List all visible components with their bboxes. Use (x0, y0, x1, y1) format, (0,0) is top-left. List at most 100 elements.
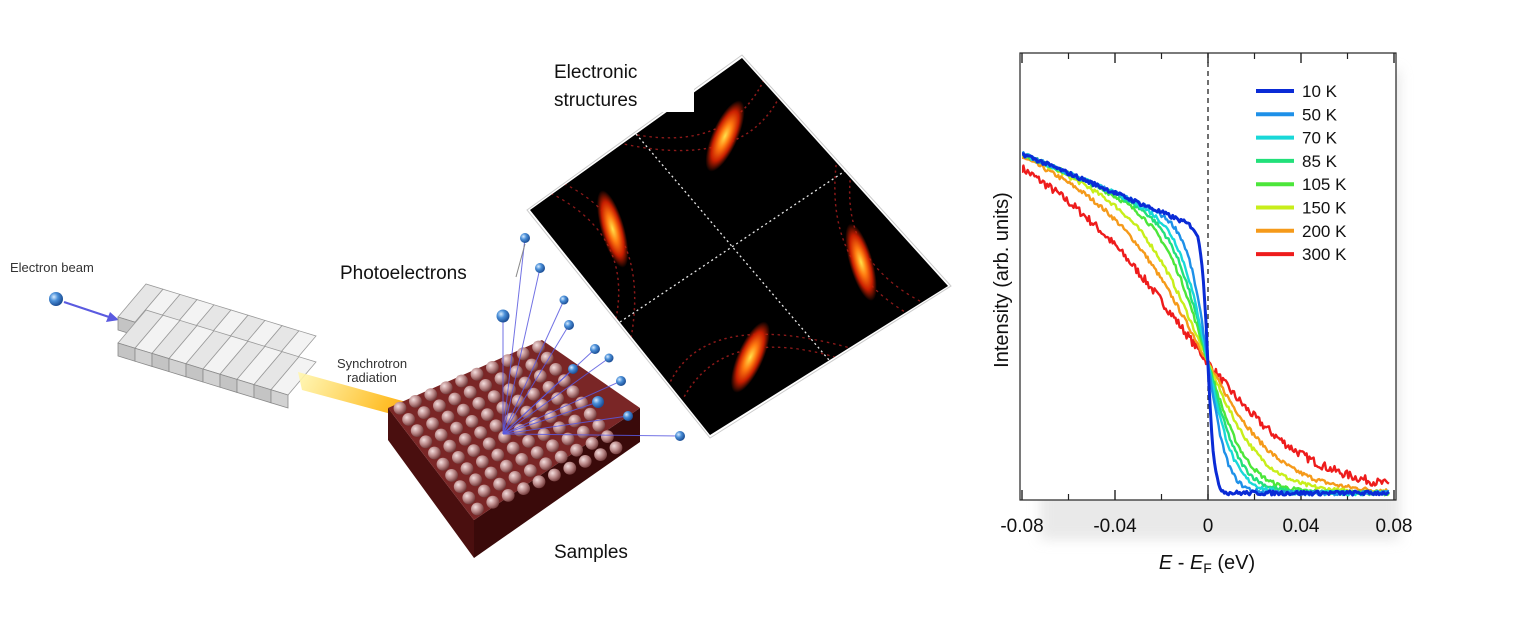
atom-sphere (553, 421, 566, 435)
samples-label: Samples (554, 542, 628, 563)
electronic-structure-map: Electronic structures (526, 54, 952, 439)
beam-arrow-head-icon (106, 312, 119, 322)
photoelectron-icon (559, 295, 569, 305)
legend-label-50k: 50 K (1302, 105, 1338, 124)
x-tick-label: 0.04 (1283, 516, 1320, 537)
atom-sphere (493, 477, 506, 491)
lower-magnet-front-9 (270, 389, 289, 409)
photoelectron-icon (564, 320, 574, 330)
photoelectron-icon (616, 376, 626, 386)
atom-sphere (443, 439, 457, 453)
atom-sphere (458, 433, 472, 446)
atom-sphere (501, 489, 515, 502)
photoelectron-trajectory (502, 433, 681, 437)
atom-sphere (508, 471, 522, 484)
x-axis-title-e: E (1159, 552, 1173, 574)
atom-sphere (471, 502, 484, 516)
photoelectron-icon (568, 364, 578, 374)
sample-group: Samples (388, 340, 640, 563)
x-tick-label: 0.08 (1376, 516, 1413, 537)
atom-sphere (428, 446, 441, 460)
atom-sphere (484, 466, 498, 480)
atom-sphere (494, 372, 508, 385)
atom-sphere (517, 482, 530, 495)
band-map-background (530, 58, 948, 435)
atom-sphere (463, 385, 477, 399)
legend-label-105k: 105 K (1302, 175, 1347, 194)
photoelectron-trajectory (502, 267, 541, 435)
atom-sphere (506, 441, 520, 455)
atom-sphere (609, 441, 623, 455)
atom-sphere (503, 383, 516, 397)
photoelectron-icon (592, 396, 604, 408)
photoelectron-trajectory (502, 237, 526, 435)
electron-beam-label: Electron beam (10, 260, 94, 275)
edc-chart: -0.08 -0.04 0 0.04 0.08 10 K 50 K 70 K 85 K 105 … (991, 52, 1413, 576)
x-axis-title-e2: E (1190, 552, 1204, 574)
photoelectron-trajectory (502, 368, 574, 435)
photoelectron-trajectory (502, 324, 570, 435)
atom-sphere (558, 374, 571, 387)
photoelectron-trajectory (502, 299, 565, 435)
atom-sphere (566, 385, 580, 399)
photoelectron-icon (604, 353, 614, 363)
atom-sphere (441, 410, 455, 424)
atom-sphere (436, 457, 450, 471)
atom-sphere (532, 340, 545, 354)
atom-sphere (448, 392, 462, 406)
electronic-structures-label-line1: Electronic (554, 62, 637, 83)
atom-sphere (532, 475, 546, 489)
atom-sphere (487, 390, 501, 403)
atom-sphere (544, 410, 558, 423)
legend-label-70k: 70 K (1302, 129, 1338, 148)
atom-sphere (549, 363, 563, 376)
atom-sphere (419, 435, 433, 449)
atom-lattice (393, 340, 623, 516)
edc-curves (1022, 151, 1390, 497)
map-diagonal-2 (619, 170, 846, 323)
atom-sphere (486, 495, 500, 509)
atom-sphere (472, 397, 486, 410)
atom-sphere (515, 453, 529, 466)
atom-sphere (470, 367, 484, 381)
atom-sphere (455, 374, 468, 388)
x-tick-label: -0.08 (1000, 516, 1043, 537)
x-tick-label: -0.04 (1093, 516, 1137, 537)
atom-sphere (465, 415, 479, 428)
atom-sphere (539, 457, 553, 471)
photoelectron-icon (535, 263, 545, 273)
atom-sphere (530, 446, 544, 459)
atom-sphere (522, 435, 535, 448)
photoelectron-icon (675, 431, 685, 441)
atom-sphere (491, 448, 505, 462)
atom-sphere (439, 381, 453, 395)
photoelectron-icon (496, 309, 510, 323)
photoelectron-trajectory (502, 380, 622, 435)
atom-sphere (524, 464, 537, 477)
legend-label-10k: 10 K (1302, 82, 1338, 101)
electron-icon (49, 292, 63, 306)
atom-sphere (410, 424, 424, 437)
atom-sphere (486, 361, 499, 374)
atom-sphere (518, 376, 532, 390)
photoelectron-label-leader (515, 243, 526, 278)
atom-sphere (433, 399, 446, 413)
atom-sphere (527, 387, 540, 401)
legend: 10 K 50 K 70 K 85 K 105 K 150 K 200 K 300 K (1256, 82, 1347, 264)
band-arc-1 (596, 190, 629, 268)
x-tick-label: 0 (1203, 516, 1214, 537)
atom-sphere (525, 358, 539, 372)
legend-label-300k: 300 K (1302, 245, 1347, 264)
atom-sphere (516, 347, 530, 361)
photoelectron-trajectory (502, 401, 599, 435)
photoelectron-trajectory (502, 357, 610, 435)
atom-sphere (434, 428, 448, 442)
sample-side-left (388, 408, 474, 558)
atom-sphere (453, 480, 467, 493)
atom-sphere (467, 444, 481, 457)
y-axis-title: Intensity (arb. units) (991, 192, 1013, 368)
atom-sphere (450, 421, 463, 435)
atom-sphere (548, 468, 561, 482)
atom-sphere (445, 469, 458, 482)
